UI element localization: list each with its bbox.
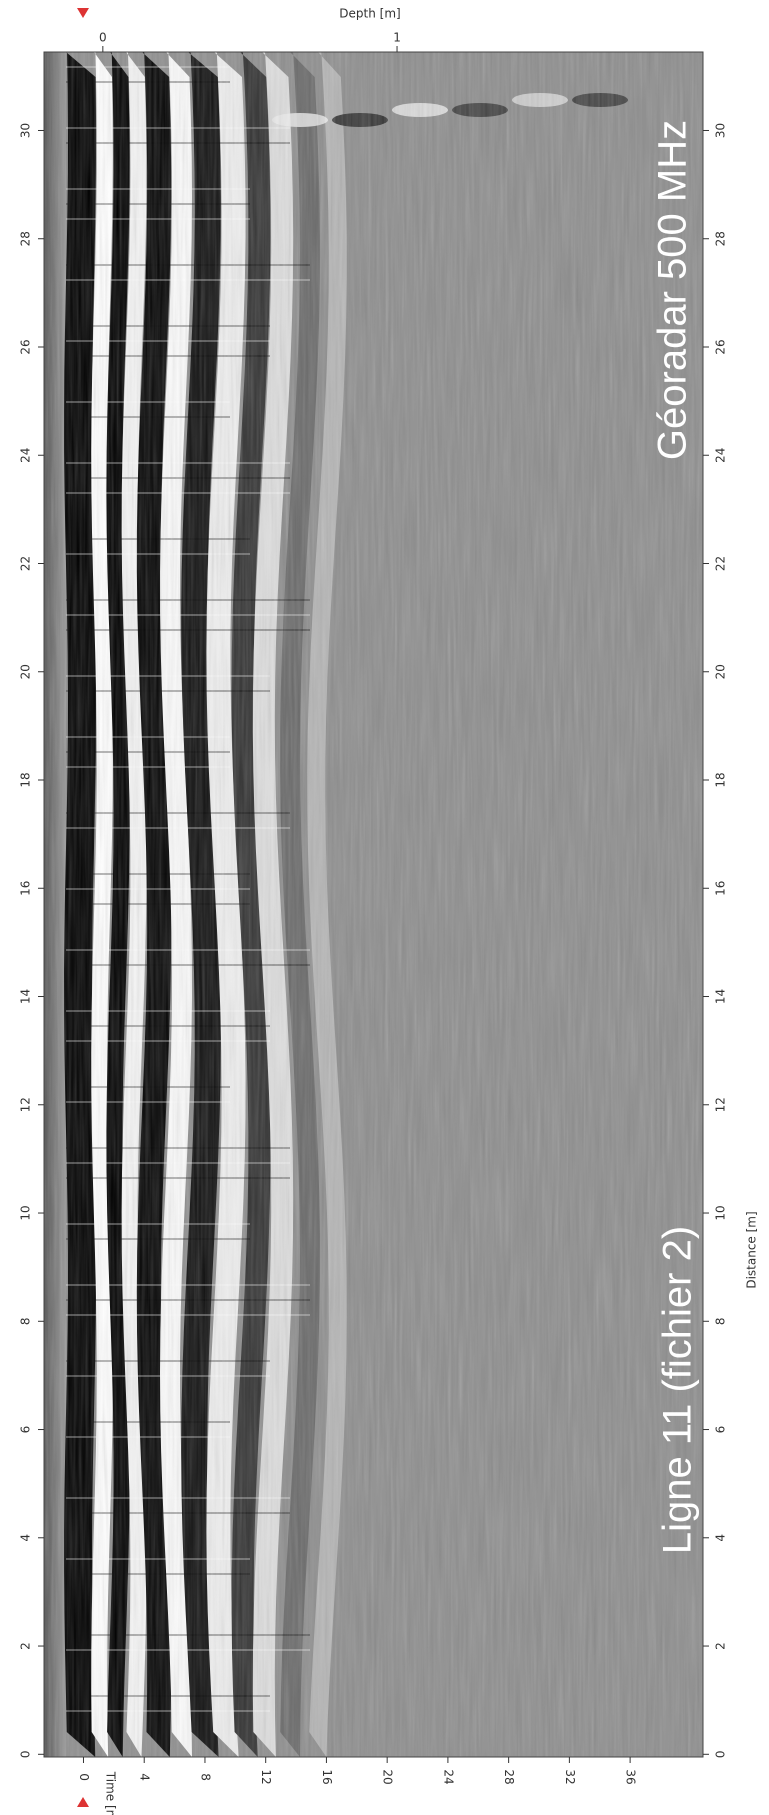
noise-texture (44, 52, 703, 1757)
depth-tick-label: 1 (393, 31, 401, 45)
distance-tick-label: 24 (714, 448, 728, 463)
time-tick-label: 32 (563, 1769, 577, 1784)
distance-tick-label: 18 (714, 772, 728, 787)
distance-tick-label: 24 (19, 448, 33, 463)
distance-tick-label: 0 (714, 1750, 728, 1758)
distance-tick-label: 6 (19, 1426, 33, 1434)
distance-tick-label: 26 (19, 339, 33, 354)
distance-tick-label: 8 (714, 1317, 728, 1325)
distance-tick-label: 12 (714, 1097, 728, 1112)
distance-tick-label: 12 (19, 1097, 33, 1112)
time-tick-label: 12 (259, 1769, 273, 1784)
distance-tick-label: 26 (714, 339, 728, 354)
radargram-image (44, 52, 703, 1757)
distance-axis-label: Distance [m] (745, 1211, 759, 1288)
time-axis-label: Time [ns] (104, 1771, 118, 1815)
depth-axis-label: Depth [m] (339, 7, 400, 21)
distance-tick-label: 18 (19, 772, 33, 787)
distance-tick-label: 2 (19, 1642, 33, 1650)
time-tick-label: 24 (441, 1769, 455, 1784)
distance-tick-label: 2 (714, 1642, 728, 1650)
time-tick-label: 16 (320, 1769, 334, 1784)
distance-tick-label: 14 (19, 989, 33, 1004)
depth-tick-label: 0 (99, 31, 107, 45)
distance-tick-label: 16 (19, 881, 33, 896)
time-zero-marker (77, 8, 89, 18)
time-tick-label: 28 (502, 1769, 516, 1784)
distance-tick-label: 30 (19, 123, 33, 138)
time-tick-label: 8 (198, 1773, 212, 1781)
distance-tick-label: 10 (19, 1205, 33, 1220)
time-tick-label: 20 (381, 1769, 395, 1784)
time-zero-marker (77, 1797, 89, 1807)
distance-tick-label: 28 (714, 231, 728, 246)
distance-tick-label: 0 (19, 1750, 33, 1758)
profile-annotation: Ligne 11 (fichier 2) (656, 1226, 700, 1554)
distance-tick-label: 10 (714, 1205, 728, 1220)
distance-tick-label: 16 (714, 881, 728, 896)
distance-tick-label: 4 (19, 1534, 33, 1542)
distance-tick-label: 30 (714, 123, 728, 138)
distance-tick-label: 20 (19, 664, 33, 679)
distance-tick-label: 8 (19, 1317, 33, 1325)
distance-tick-label: 4 (714, 1534, 728, 1542)
distance-tick-label: 22 (714, 556, 728, 571)
distance-tick-label: 20 (714, 664, 728, 679)
distance-tick-label: 22 (19, 556, 33, 571)
distance-tick-label: 28 (19, 231, 33, 246)
time-tick-label: 0 (77, 1773, 91, 1781)
plot-frame (43, 51, 704, 1758)
distance-tick-label: 6 (714, 1426, 728, 1434)
distance-tick-label: 14 (714, 989, 728, 1004)
time-tick-label: 4 (138, 1773, 152, 1781)
survey-annotation: Géoradar 500 MHz (651, 120, 695, 460)
time-tick-label: 36 (624, 1769, 638, 1784)
